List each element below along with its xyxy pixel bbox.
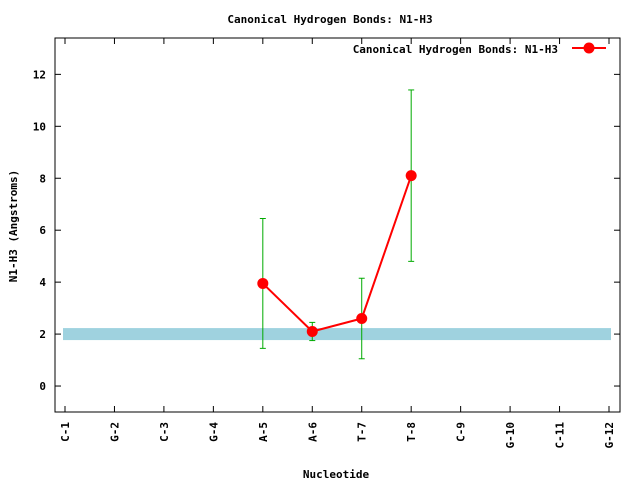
data-point [257,277,269,289]
legend: Canonical Hydrogen Bonds: N1-H3 [353,42,606,56]
x-axis-label: Nucleotide [303,468,370,480]
x-tick-label: C-11 [554,422,567,449]
x-tick-label: G-4 [207,422,220,442]
plot-area: 0 2 4 6 8 10 12 C-1 G-2 C-3 G-4 A-5 A-6 T-7 T-8 C-9 G-10… [33,37,621,449]
y-axis-label: N1-H3 (Angstroms) [7,170,20,283]
x-tick-label: A-6 [306,422,319,442]
x-tick-label: A-5 [257,422,270,442]
x-tick-label: G-2 [108,422,121,442]
x-tick-label: T-8 [405,422,418,442]
x-tick-label: G-10 [504,422,517,449]
y-tick-label: 0 [39,380,46,393]
y-tick-label: 2 [39,328,46,341]
y-tick-label: 10 [33,120,46,133]
x-tick-label: C-3 [158,422,171,442]
x-tick-label: C-9 [455,422,468,442]
data-point [405,170,417,182]
x-tick-label: T-7 [356,422,369,442]
plot-frame [54,37,621,413]
y-tick-label: 4 [39,276,46,289]
x-tick-label: C-1 [59,422,72,442]
legend-label: Canonical Hydrogen Bonds: N1-H3 [353,43,558,56]
y-tick-label: 12 [33,68,46,81]
series-line [262,175,413,333]
y-tick-label: 8 [39,172,46,185]
reference-band [63,328,611,341]
legend-marker-swatch [583,42,595,54]
x-tick-label: G-12 [603,422,616,449]
chart-title: Canonical Hydrogen Bonds: N1-H3 [227,13,432,26]
data-point [356,313,368,324]
data-point [306,325,318,337]
y-tick-label: 6 [39,224,46,237]
